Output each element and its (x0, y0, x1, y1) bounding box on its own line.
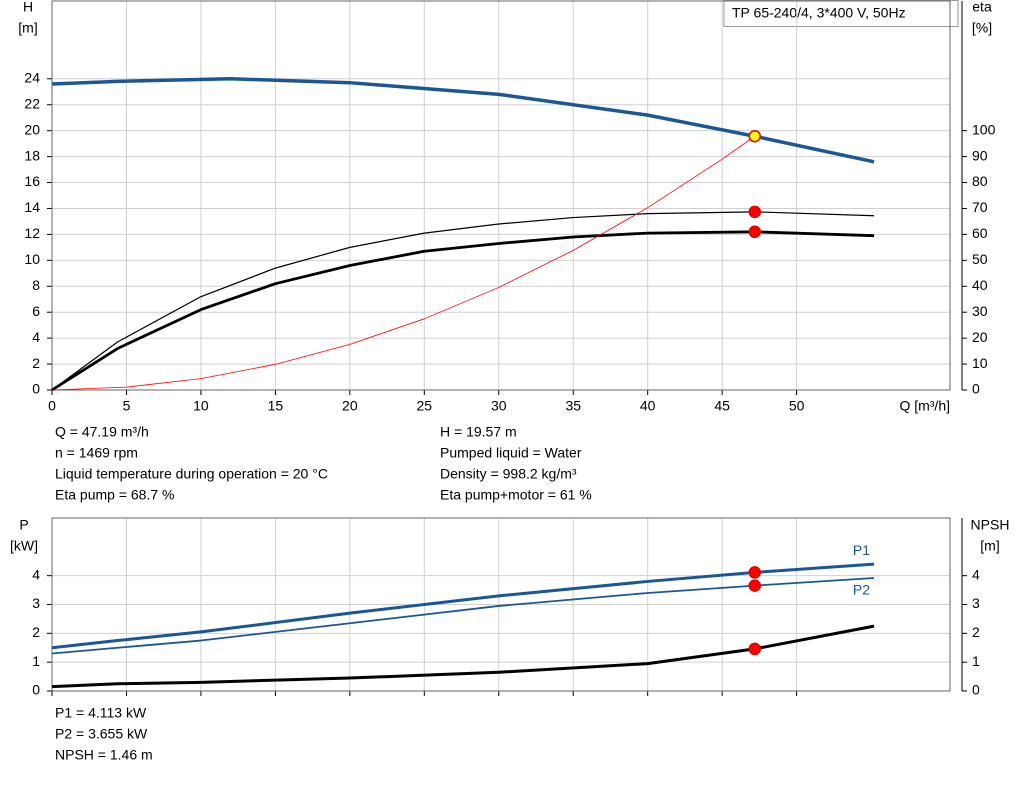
x-axis-label: Q [m³/h] (899, 398, 950, 414)
readout-line: Eta pump+motor = 61 % (440, 487, 592, 503)
operating-point (748, 566, 762, 579)
operating-point (748, 129, 762, 143)
operating-point (748, 205, 762, 219)
readout-line: Pumped liquid = Water (440, 445, 582, 461)
readout-line: Eta pump = 68.7 % (55, 487, 174, 503)
y-tick-label: 1 (32, 653, 40, 669)
series-line (51, 624, 875, 689)
y-tick-label: 4 (32, 566, 40, 582)
y-tick-label: 2 (32, 624, 40, 640)
series-line (51, 135, 755, 391)
y2-tick-label: 4 (972, 566, 980, 582)
y-tick-label: 6 (32, 303, 40, 319)
y-tick-label: 16 (24, 173, 40, 189)
readout-line: Q = 47.19 m³/h (55, 424, 149, 440)
y2-tick-label: 20 (972, 329, 988, 345)
y-tick-label: 14 (24, 199, 40, 215)
y-axis-label: P (19, 517, 28, 533)
y-tick-label: 4 (32, 329, 40, 345)
y-tick-label: 0 (32, 682, 40, 698)
y2-tick-label: 50 (972, 251, 988, 267)
y2-axis-label: NPSH (971, 517, 1010, 533)
y2-tick-label: 0 (972, 381, 980, 397)
y2-axis-unit: [m] (980, 538, 999, 554)
readout-line: NPSH = 1.46 m (55, 747, 153, 763)
series-label: P2 (853, 582, 870, 598)
x-tick-label: 0 (48, 398, 56, 414)
readout-line: P2 = 3.655 kW (55, 726, 148, 742)
y-tick-label: 22 (24, 95, 40, 111)
y-tick-label: 8 (32, 277, 40, 293)
readout-line: Liquid temperature during operation = 20… (55, 466, 328, 482)
series-line (51, 211, 875, 391)
y2-tick-label: 10 (972, 355, 988, 371)
operating-point (748, 579, 762, 592)
y-tick-label: 10 (24, 251, 40, 267)
plot-frame (51, 517, 951, 692)
series-label: P1 (853, 542, 870, 558)
y2-tick-label: 3 (972, 595, 980, 611)
y2-tick-label: 30 (972, 303, 988, 319)
y-axis-label: H (23, 0, 33, 15)
annotation: TP 65-240/4, 3*400 V, 50Hz (732, 5, 906, 21)
readout-line: Density = 998.2 kg/m³ (440, 466, 577, 482)
series-line (51, 77, 875, 164)
y-axis-unit: [m] (18, 20, 37, 36)
y-tick-label: 24 (24, 70, 40, 86)
x-tick-label: 5 (123, 398, 131, 414)
y2-tick-label: 40 (972, 277, 988, 293)
y-tick-label: 0 (32, 381, 40, 397)
y2-tick-label: 2 (972, 624, 980, 640)
y-tick-label: 18 (24, 147, 40, 163)
readout-line: H = 19.57 m (440, 424, 517, 440)
x-tick-label: 35 (565, 398, 581, 414)
readout-line: n = 1469 rpm (55, 445, 138, 461)
y2-tick-label: 80 (972, 173, 988, 189)
y2-tick-label: 100 (972, 121, 996, 137)
x-tick-label: 45 (714, 398, 730, 414)
x-tick-label: 50 (789, 398, 805, 414)
x-tick-label: 10 (193, 398, 209, 414)
x-tick-label: 30 (491, 398, 507, 414)
y-tick-label: 2 (32, 355, 40, 371)
y-tick-label: 12 (24, 225, 40, 241)
y-axis-unit: [kW] (10, 538, 38, 554)
y2-tick-label: 1 (972, 653, 980, 669)
operating-point (748, 642, 762, 656)
y2-tick-label: 90 (972, 147, 988, 163)
annotation-box (723, 0, 959, 27)
x-tick-label: 40 (640, 398, 656, 414)
plot-frame (51, 0, 951, 391)
y2-tick-label: 60 (972, 225, 988, 241)
series-line (51, 577, 875, 655)
y-tick-label: 20 (24, 121, 40, 137)
y2-tick-label: 0 (972, 682, 980, 698)
y2-axis-unit: [%] (972, 20, 992, 36)
y2-axis-label: eta (972, 0, 992, 15)
x-tick-label: 25 (417, 398, 433, 414)
x-tick-label: 15 (268, 398, 284, 414)
operating-point (748, 225, 762, 239)
readout-line: P1 = 4.113 kW (55, 705, 147, 721)
series-line (51, 230, 875, 392)
series-line (51, 562, 875, 650)
x-tick-label: 20 (342, 398, 358, 414)
y2-tick-label: 70 (972, 199, 988, 215)
y-tick-label: 3 (32, 595, 40, 611)
